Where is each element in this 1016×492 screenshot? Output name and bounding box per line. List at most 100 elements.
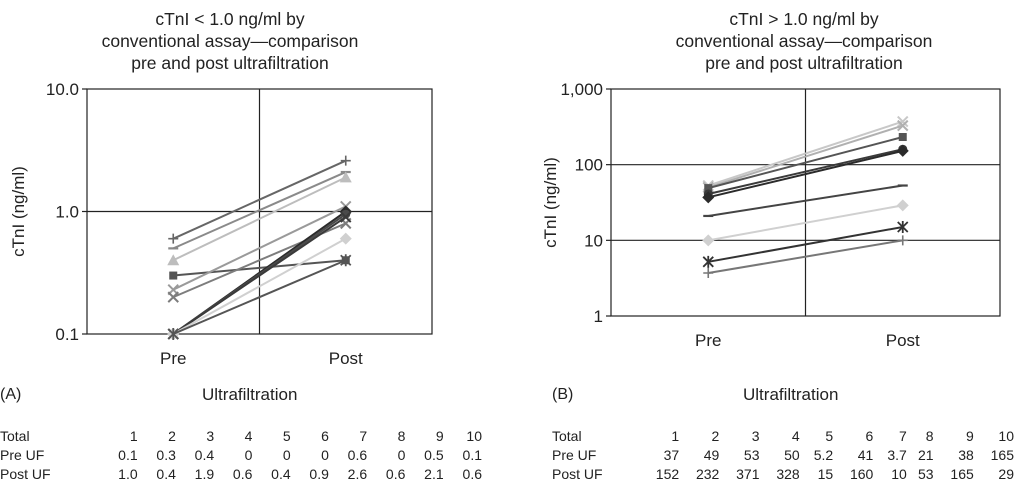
table-cell: 2.6 xyxy=(347,466,368,482)
diamond-marker xyxy=(339,232,352,245)
table-cell: 371 xyxy=(736,466,760,482)
table-cell: 8 xyxy=(925,428,934,444)
y-axis-label: cTnI (ng/ml) xyxy=(541,157,560,248)
y-tick-label: 10.0 xyxy=(46,80,79,99)
diamond-marker xyxy=(896,144,909,157)
line-chart-b: 1 10 100 1,000 Pre Post cTnI (ng/ml) xyxy=(541,80,1001,350)
table-cell: 2 xyxy=(168,428,176,444)
table-cell: 5 xyxy=(825,428,834,444)
table-cell: 53 xyxy=(918,466,934,482)
diamond-marker xyxy=(702,191,715,204)
square-marker xyxy=(704,184,713,193)
table-cell: 0 xyxy=(321,447,329,463)
table-cell: Post UF xyxy=(552,466,603,482)
chart-title-line: pre and post ultrafiltration xyxy=(131,53,329,73)
table-cell: 165 xyxy=(950,466,974,482)
diamond-marker xyxy=(896,199,909,212)
series-line xyxy=(172,216,347,335)
plus-marker xyxy=(168,233,179,244)
table-cell: 328 xyxy=(776,466,800,482)
diamond-marker xyxy=(702,234,715,247)
table-cell: 1.9 xyxy=(194,466,215,482)
table-cell: 0 xyxy=(244,447,253,463)
series-line xyxy=(172,159,347,240)
table-row: Post UF 1.0 0.4 1.9 0.6 0.4 0.9 2.6 0.6 … xyxy=(0,465,482,484)
series-line xyxy=(708,204,903,242)
table-cell: 50 xyxy=(784,447,800,463)
table-cell: 232 xyxy=(695,466,720,482)
series-line xyxy=(708,148,903,195)
table-cell: 29 xyxy=(998,466,1014,482)
table-cell: Pre UF xyxy=(0,447,45,463)
table-cell: 6 xyxy=(321,428,329,444)
table-cell: 0.5 xyxy=(424,447,444,463)
table-cell: 5.2 xyxy=(813,447,834,463)
table-header-row: Total 1 2 3 4 5 6 7 8 9 10 xyxy=(0,427,482,446)
chart-title: cTnI < 1.0 ng/ml by conventional assay—c… xyxy=(60,8,400,74)
table-cell: 9 xyxy=(965,428,974,444)
table-cell: 0.6 xyxy=(347,447,368,463)
chart-title-line: conventional assay—comparison xyxy=(675,31,933,51)
panel-label: (A) xyxy=(0,386,22,403)
table-cell: 0.4 xyxy=(194,447,215,463)
chart-panel-b: cTnI > 1.0 ng/ml by conventional assay—c… xyxy=(516,0,1016,492)
table-cell: 53 xyxy=(743,447,760,463)
table-cell: 0.6 xyxy=(232,466,253,482)
table-cell: 0.4 xyxy=(156,466,176,482)
square-marker xyxy=(169,271,178,280)
table-row: Pre UF 0.1 0.3 0.4 0 0 0 0.6 0 0.5 0.1 xyxy=(0,446,482,465)
series-line xyxy=(707,120,904,187)
y-axis-label: cTnI (ng/ml) xyxy=(9,166,28,257)
chart-title-line: pre and post ultrafiltration xyxy=(705,53,903,73)
x-tick-label: Pre xyxy=(160,349,186,368)
chart-title-line: cTnI < 1.0 ng/ml by xyxy=(155,9,305,29)
circle-marker xyxy=(341,209,351,219)
table-cell: 7 xyxy=(899,428,907,444)
series-line xyxy=(708,239,903,274)
series-line xyxy=(172,176,347,262)
star-marker xyxy=(702,255,714,268)
table-cell: 1.0 xyxy=(118,466,138,482)
table-header-row: Total 1 2 3 4 5 6 7 8 9 10 xyxy=(552,427,1014,446)
y-tick-label: 0.1 xyxy=(55,325,79,344)
table-cell: 0.1 xyxy=(118,447,138,463)
table-cell: 2.1 xyxy=(424,466,444,482)
table-cell: 9 xyxy=(435,428,444,444)
table-cell: 0.6 xyxy=(462,466,482,482)
y-tick-label: 1.0 xyxy=(55,203,79,222)
table-cell: Pre UF xyxy=(552,447,597,463)
table-cell: 5 xyxy=(282,428,291,444)
table-cell: Total xyxy=(0,428,30,444)
table-cell: 0.1 xyxy=(462,447,482,463)
triangle-marker xyxy=(339,171,352,183)
table-cell: 4 xyxy=(791,428,800,444)
table-cell: 0.9 xyxy=(309,466,329,482)
chart-title: cTnI > 1.0 ng/ml by conventional assay—c… xyxy=(634,8,974,74)
table-cell: 37 xyxy=(663,447,680,463)
star-marker xyxy=(340,254,352,267)
x-axis-label: Ultrafiltration xyxy=(202,385,298,404)
chart-title-line: cTnI > 1.0 ng/ml by xyxy=(729,9,879,29)
star-marker xyxy=(167,328,179,340)
table-cell: 165 xyxy=(990,447,1014,463)
series-line xyxy=(708,149,903,199)
plus-marker xyxy=(897,235,908,246)
table-cell: 10 xyxy=(891,466,907,482)
series-line xyxy=(707,124,904,189)
table-cell: 152 xyxy=(655,466,680,482)
square-marker xyxy=(898,133,907,142)
x-marker xyxy=(897,115,909,128)
x-marker xyxy=(897,119,909,132)
x-marker xyxy=(340,211,352,223)
y-tick-label: 10 xyxy=(584,231,603,250)
plus-marker xyxy=(340,155,351,166)
table-cell: 8 xyxy=(397,428,406,444)
table-cell: 3 xyxy=(206,428,215,444)
y-tick-label: 1,000 xyxy=(560,80,603,99)
table-cell: 0 xyxy=(397,447,406,463)
table-cell: 38 xyxy=(958,447,974,463)
y-tick-label: 1 xyxy=(594,307,603,326)
table-cell: 3.7 xyxy=(887,447,907,463)
x-tick-label: Post xyxy=(886,331,920,350)
table-cell: 1 xyxy=(129,428,138,444)
